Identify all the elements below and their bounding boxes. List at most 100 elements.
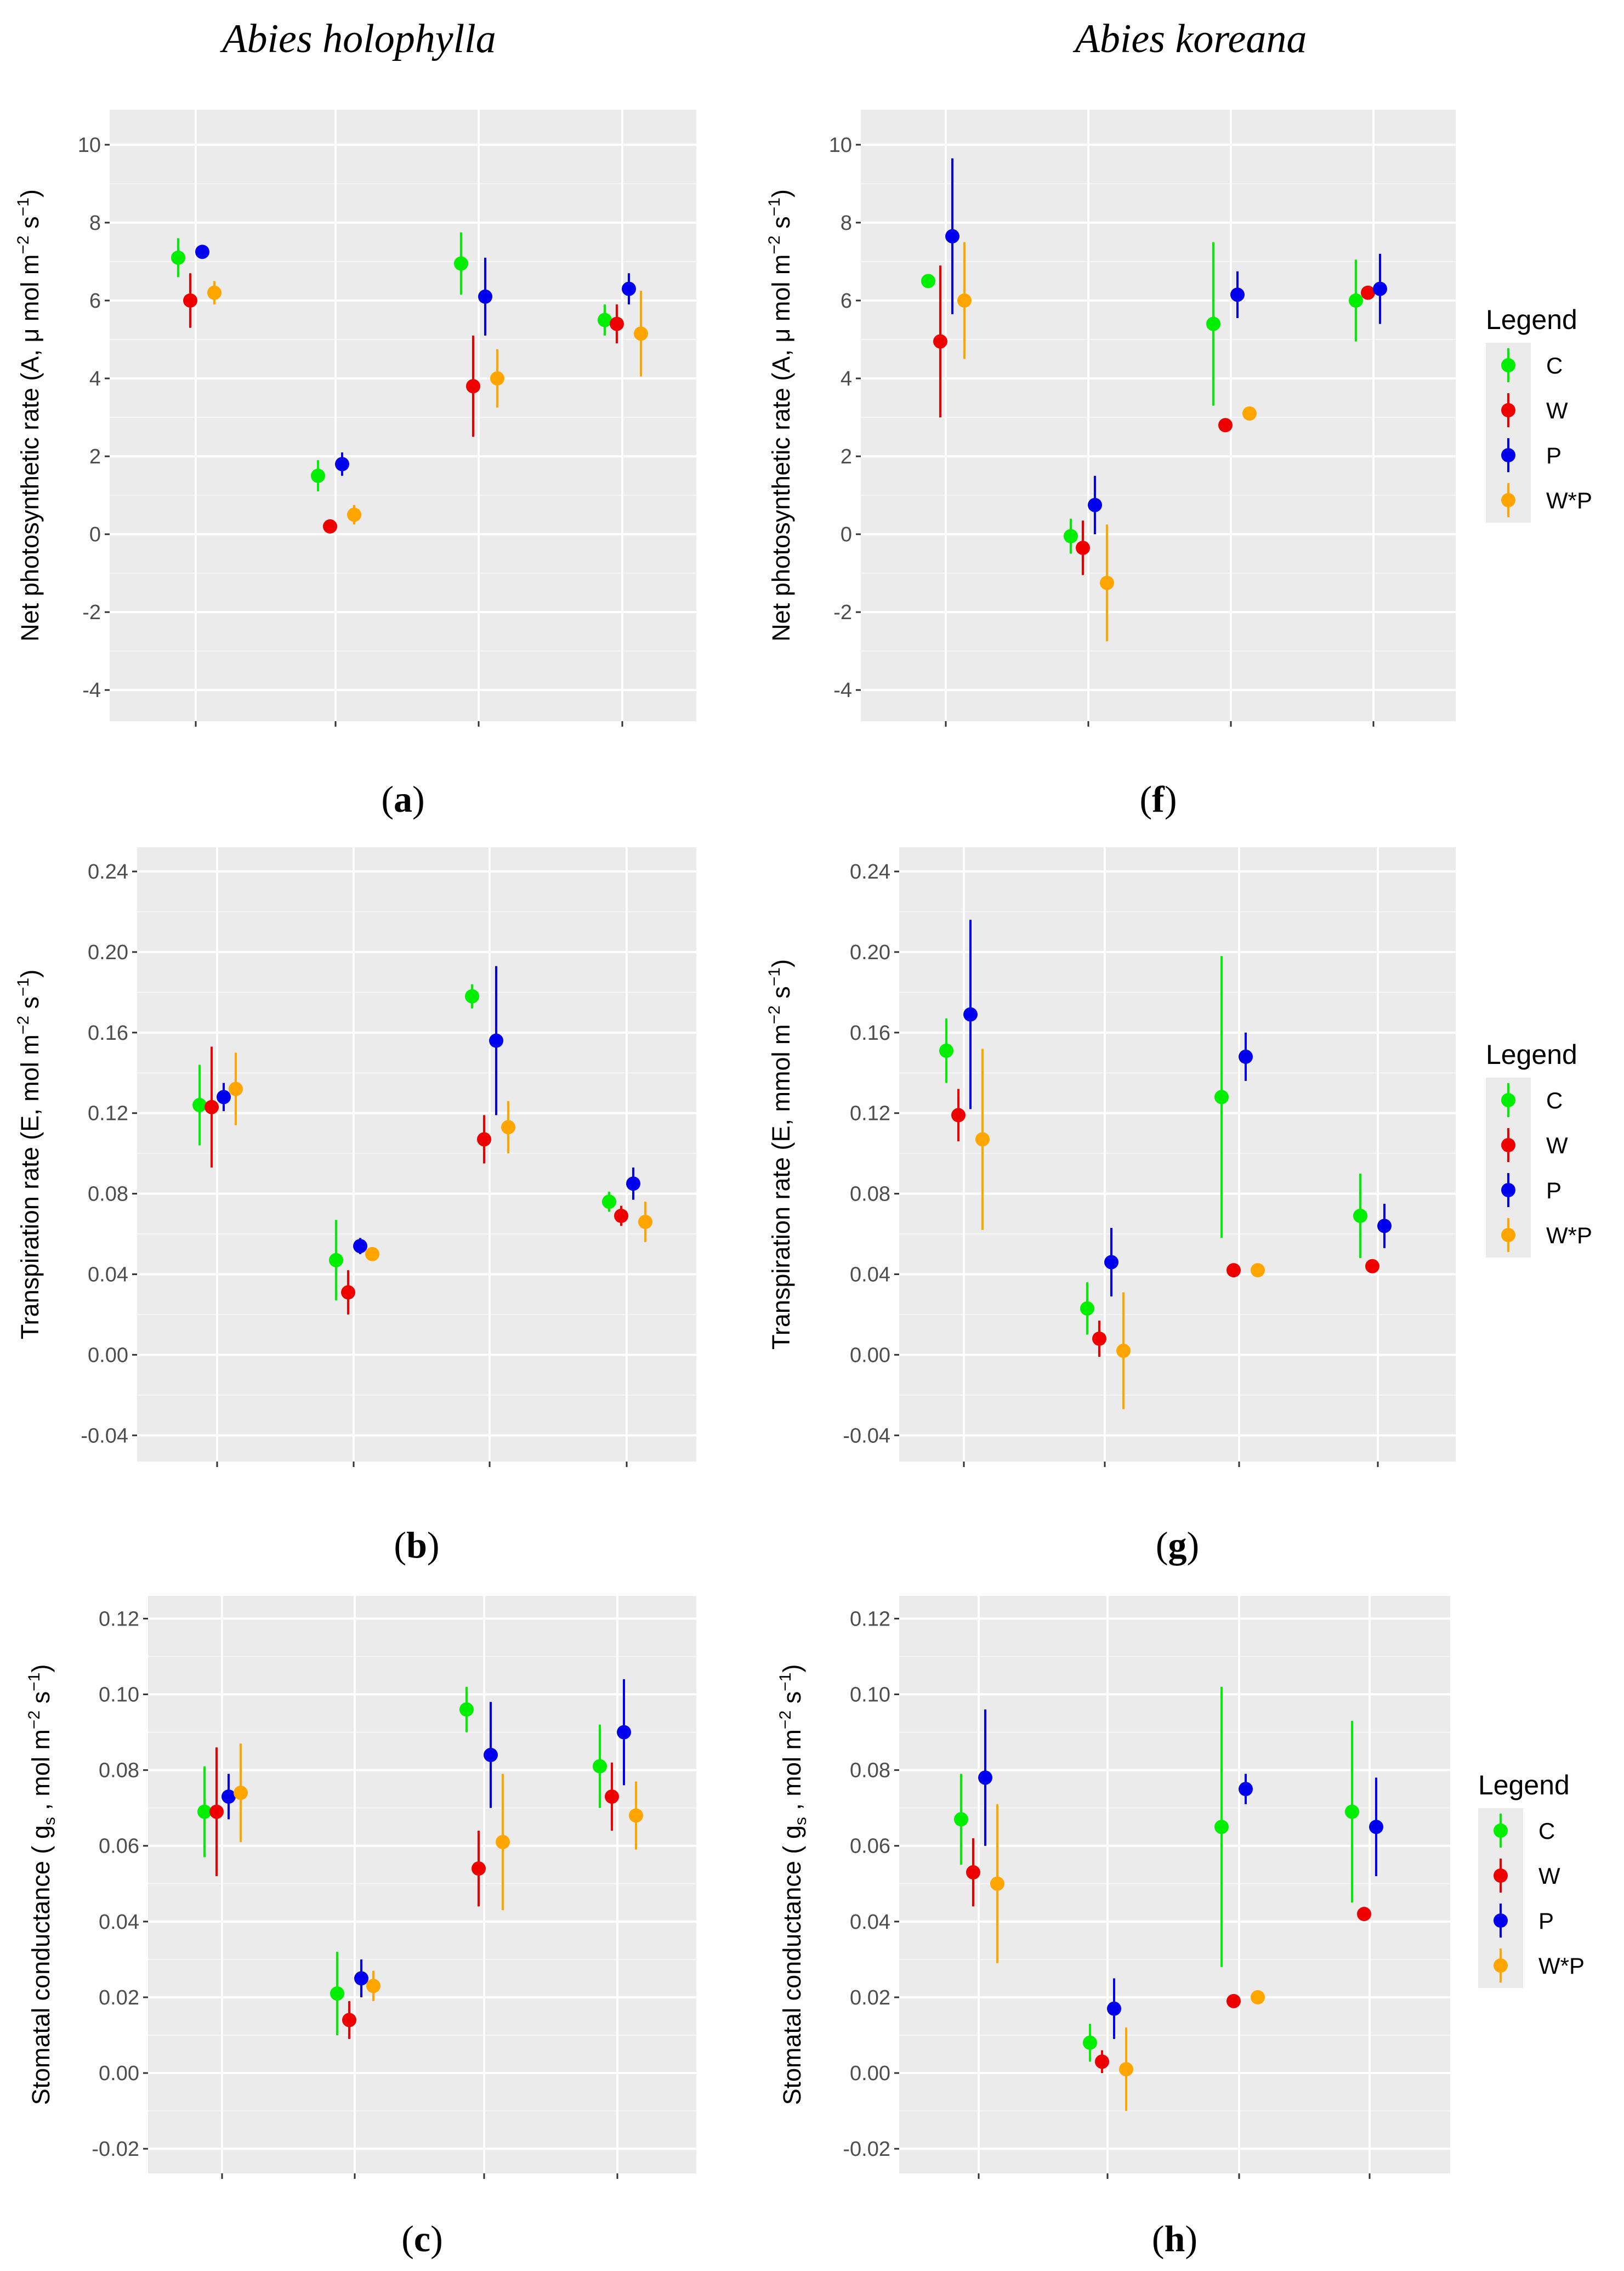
y-label-end: ) bbox=[767, 959, 795, 967]
point-c bbox=[602, 1194, 616, 1209]
point-p bbox=[1377, 1219, 1392, 1233]
panel-label-letter: g bbox=[1168, 1524, 1187, 1566]
point-w bbox=[183, 293, 197, 308]
panel-label-close: ) bbox=[1187, 1524, 1200, 1566]
y-tick-label: 0.02 bbox=[99, 1986, 139, 2009]
panel-label-open: ( bbox=[1152, 2218, 1165, 2259]
y-label-end: ) bbox=[778, 1664, 806, 1673]
point-c bbox=[465, 989, 479, 1004]
point-c bbox=[329, 1253, 343, 1267]
point-c bbox=[1083, 2035, 1097, 2050]
point-wp bbox=[975, 1132, 990, 1147]
y-tick-label: 0.06 bbox=[850, 1835, 890, 1858]
legend-label: P bbox=[1546, 443, 1561, 468]
point-w bbox=[610, 316, 624, 331]
panel-label: (b) bbox=[394, 1524, 439, 1566]
panel-label: (f) bbox=[1140, 778, 1177, 820]
point-w bbox=[1365, 1259, 1379, 1273]
point-w bbox=[951, 1108, 966, 1123]
panel-label-close: ) bbox=[430, 2218, 443, 2259]
legend-label: W bbox=[1538, 1863, 1560, 1889]
point-wp bbox=[496, 1834, 510, 1849]
plot-background bbox=[899, 1596, 1450, 2173]
point-wp bbox=[347, 507, 361, 522]
point-wp bbox=[1242, 406, 1257, 421]
point-c bbox=[593, 1759, 607, 1774]
point-c bbox=[1345, 1804, 1359, 1819]
legend-key-point bbox=[1501, 1228, 1515, 1242]
point-w bbox=[1357, 1907, 1371, 1922]
point-wp bbox=[1100, 575, 1114, 590]
y-tick-label: 8 bbox=[89, 212, 101, 235]
legend-label: W*P bbox=[1538, 1953, 1585, 1979]
panel-b: -0.04 0.00 0.04 0.08 0.12 0.16 0.20 0.24 Transpi… bbox=[14, 847, 696, 1566]
point-wp bbox=[1251, 1990, 1265, 2004]
point-w bbox=[341, 1285, 355, 1300]
panel-c: -0.02 0.00 0.02 0.04 0.06 0.08 0.10 0.12 Stomata… bbox=[25, 1596, 696, 2259]
panel-label-close: ) bbox=[427, 1524, 440, 1566]
point-w bbox=[205, 1100, 219, 1114]
y-label-pre: , mol m bbox=[778, 1729, 806, 1817]
legend-key-point bbox=[1501, 403, 1515, 417]
point-p bbox=[489, 1033, 503, 1048]
y-tick-label: 0.08 bbox=[850, 1759, 890, 1782]
point-c bbox=[1080, 1301, 1094, 1316]
point-w bbox=[966, 1865, 980, 1880]
point-p bbox=[1239, 1049, 1253, 1064]
point-p bbox=[484, 1748, 498, 1763]
legend-key-point bbox=[1494, 1868, 1508, 1883]
y-label-sup2: −1 bbox=[776, 1673, 794, 1691]
y-axis-label: Transpiration rate (E, mmol m−2 s−1) bbox=[765, 959, 795, 1350]
point-w bbox=[614, 1209, 628, 1223]
legend-label: W*P bbox=[1546, 1222, 1592, 1248]
point-w bbox=[605, 1789, 619, 1804]
y-label-mid: s bbox=[27, 1691, 55, 1711]
y-label-sub: s bbox=[41, 1817, 59, 1825]
panel-label-letter: f bbox=[1152, 778, 1165, 820]
point-c bbox=[1206, 316, 1220, 331]
legend-key-point bbox=[1494, 1823, 1508, 1838]
y-tick-label: -0.02 bbox=[843, 2138, 890, 2161]
y-label-main: Net photosynthetic rate (A, μ mol m bbox=[767, 254, 795, 642]
y-tick-label: 10 bbox=[829, 134, 852, 157]
point-p bbox=[478, 289, 492, 304]
y-label-sup2: −1 bbox=[14, 978, 32, 996]
y-tick-label: 0 bbox=[841, 523, 852, 546]
panel-label-letter: b bbox=[406, 1524, 427, 1566]
y-label-sup1: −2 bbox=[25, 1711, 43, 1729]
point-c bbox=[1349, 293, 1363, 308]
legend-label: W bbox=[1546, 1132, 1568, 1158]
y-label-mid: s bbox=[778, 1691, 806, 1711]
point-p bbox=[978, 1770, 992, 1785]
point-c bbox=[1214, 1820, 1229, 1834]
panel-label-letter: a bbox=[394, 778, 412, 820]
point-p bbox=[354, 1971, 368, 1986]
y-tick-label: 0.12 bbox=[850, 1102, 890, 1125]
y-tick-label: 0.04 bbox=[850, 1911, 890, 1934]
y-label-end: ) bbox=[27, 1664, 55, 1673]
y-tick-label: 2 bbox=[89, 445, 101, 468]
point-c bbox=[454, 256, 468, 271]
point-wp bbox=[634, 326, 648, 341]
panel-label-open: ( bbox=[1156, 1524, 1168, 1566]
y-tick-label: -2 bbox=[82, 601, 101, 624]
point-w bbox=[466, 379, 480, 394]
y-label-sup1: −2 bbox=[14, 235, 32, 254]
y-tick-label: 0.06 bbox=[99, 1835, 139, 1858]
legend-label: W bbox=[1546, 398, 1568, 423]
y-tick-label: 0.02 bbox=[850, 1986, 890, 2009]
y-tick-label: 0.12 bbox=[88, 1102, 128, 1125]
point-p bbox=[195, 245, 209, 259]
y-label-mid: s bbox=[767, 216, 795, 235]
y-tick-label: 0.10 bbox=[850, 1684, 890, 1707]
point-c bbox=[1353, 1209, 1367, 1223]
y-tick-label: 0.00 bbox=[88, 1344, 128, 1367]
y-axis-label: Stomatal conductance ( gs , mol m−2 s−1) bbox=[25, 1664, 59, 2105]
y-label-sup2: −1 bbox=[14, 197, 32, 216]
plot-background bbox=[137, 847, 696, 1462]
point-c bbox=[192, 1098, 207, 1113]
panel-label-close: ) bbox=[412, 778, 425, 820]
point-c bbox=[598, 313, 612, 327]
plot-background bbox=[861, 110, 1456, 721]
point-p bbox=[335, 457, 349, 472]
